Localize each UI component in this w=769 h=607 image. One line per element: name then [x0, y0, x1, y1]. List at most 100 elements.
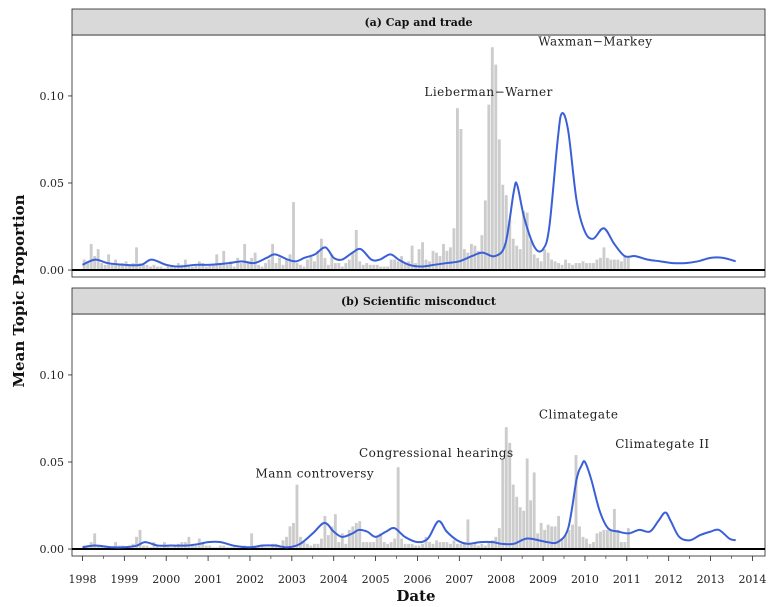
bar: [595, 533, 599, 550]
x-tick-label: 2003: [278, 573, 306, 586]
bar: [550, 259, 554, 271]
bar: [194, 545, 198, 550]
x-tick-label: 2002: [236, 573, 264, 586]
bar: [351, 252, 355, 271]
bar: [522, 210, 526, 271]
bar: [295, 484, 299, 550]
bar: [382, 542, 386, 550]
bar: [243, 243, 247, 271]
y-tick-label: 0.05: [40, 456, 65, 469]
x-tick-label: 2009: [529, 573, 557, 586]
bar: [452, 540, 456, 550]
bar: [578, 526, 581, 550]
bar: [592, 542, 595, 550]
x-tick-label: 2007: [445, 573, 473, 586]
bar: [543, 529, 547, 550]
bar: [201, 263, 205, 271]
bar: [612, 508, 616, 550]
bar: [358, 261, 362, 271]
bar: [421, 242, 424, 271]
bar: [187, 536, 191, 550]
bar: [337, 263, 341, 271]
bar: [585, 538, 588, 550]
facet-title: (b) Scientific misconduct: [341, 295, 497, 308]
bar: [403, 543, 407, 550]
bar: [316, 543, 320, 550]
x-tick-label: 2001: [194, 573, 222, 586]
bar: [571, 524, 574, 550]
bar: [435, 540, 438, 550]
bar: [529, 500, 533, 550]
annotation-label: Lieberman−Warner: [424, 85, 553, 99]
bar: [567, 263, 571, 271]
annotation-label: Mann controversy: [255, 467, 374, 481]
bar: [532, 472, 536, 550]
bar: [358, 521, 362, 550]
trend-line: [82, 112, 736, 268]
bar: [96, 545, 100, 550]
bar: [445, 250, 449, 271]
bar: [389, 542, 393, 550]
bar: [142, 545, 145, 550]
bar: [156, 266, 159, 271]
bar: [152, 264, 156, 271]
bar: [372, 264, 376, 271]
bar: [222, 250, 226, 271]
bar: [424, 536, 428, 550]
bar: [518, 249, 522, 271]
bar: [204, 266, 208, 271]
bar: [351, 526, 355, 550]
bar: [326, 535, 330, 550]
bar: [149, 266, 152, 271]
bar: [180, 264, 184, 271]
bar: [361, 542, 365, 550]
bar: [560, 264, 564, 271]
bar: [462, 542, 466, 550]
bar: [215, 254, 219, 271]
x-tick-label: 2012: [655, 573, 683, 586]
bar: [121, 263, 125, 271]
x-tick-label: 2010: [571, 573, 599, 586]
bar: [504, 427, 508, 550]
bar: [103, 264, 107, 271]
bar: [382, 266, 386, 271]
bar: [208, 545, 212, 550]
bar: [368, 542, 372, 550]
bar: [208, 264, 212, 271]
bar: [574, 263, 578, 271]
bar: [288, 526, 292, 550]
bar: [504, 195, 508, 271]
bar: [114, 542, 118, 550]
bar: [326, 264, 330, 271]
bar: [557, 515, 561, 550]
bar: [609, 259, 613, 271]
x-tick-label: 2005: [362, 573, 390, 586]
bar: [599, 257, 602, 271]
bar: [344, 263, 348, 271]
bar: [169, 266, 173, 271]
bar: [414, 545, 418, 550]
bar: [288, 254, 292, 271]
bar: [456, 108, 459, 271]
bar: [536, 257, 540, 271]
bar: [410, 543, 414, 550]
bar: [316, 250, 320, 271]
bar: [271, 243, 274, 271]
bar: [417, 545, 421, 550]
bar: [386, 266, 390, 271]
bar: [581, 261, 585, 271]
y-tick-label: 0.00: [40, 264, 65, 277]
bar: [564, 535, 567, 550]
bar: [393, 538, 397, 550]
x-tick-label: 2000: [152, 573, 180, 586]
bar: [539, 522, 543, 550]
x-axis: 1998 1999 2000 2001 2002 2003 2004 2005 2006 2007…: [68, 556, 766, 586]
bar: [546, 524, 550, 550]
x-tick-label: 1998: [68, 573, 96, 586]
bar: [375, 264, 379, 271]
x-tick-label: 2011: [613, 573, 641, 586]
bar: [386, 543, 390, 550]
bar: [173, 266, 177, 271]
bar: [225, 264, 229, 271]
